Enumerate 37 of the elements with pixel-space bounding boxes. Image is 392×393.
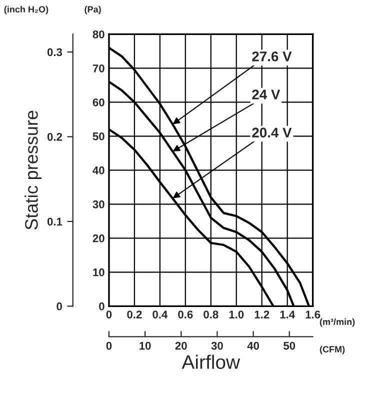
x-tick-label: 0.6 bbox=[178, 310, 193, 318]
y-tick-label: 50 bbox=[92, 132, 104, 140]
x-tick-label: 1.6 bbox=[306, 310, 320, 318]
x-tick-label: 1.4 bbox=[280, 310, 295, 318]
annotation: 24 V bbox=[252, 90, 280, 100]
x2-tick-label: 20 bbox=[175, 342, 187, 350]
y-tick-label: 0 bbox=[99, 302, 104, 310]
x-tick-label: 1.0 bbox=[229, 310, 244, 318]
x2-tick-label: 30 bbox=[211, 342, 223, 350]
y-tick-label: 80 bbox=[92, 30, 104, 38]
text: (CFM) bbox=[320, 346, 345, 354]
y2-tick-label: 0.1 bbox=[47, 218, 62, 226]
x-tick-label: 0.8 bbox=[204, 310, 218, 318]
x-tick-label: 0 bbox=[106, 310, 112, 318]
x-axis-title: Airflow bbox=[182, 354, 240, 369]
x-tick-label: 1.2 bbox=[254, 310, 270, 318]
y2-axis-title: Static pressure bbox=[24, 110, 42, 230]
y-tick-label: 40 bbox=[92, 166, 104, 174]
x-tick-label: 0.4 bbox=[152, 310, 168, 318]
y2-tick-label: 0.2 bbox=[47, 132, 62, 141]
y2-tick-label: 0.3 bbox=[47, 48, 62, 56]
text: (Pa) bbox=[84, 6, 101, 14]
x-tick-label: 0.2 bbox=[127, 310, 142, 318]
y2-tick-label: 0 bbox=[56, 302, 62, 310]
annotation: 27.6 V bbox=[252, 52, 292, 62]
y-tick-label: 60 bbox=[92, 98, 104, 106]
x2-tick-label: 40 bbox=[247, 342, 260, 350]
x2-tick-label: 0 bbox=[106, 342, 112, 350]
y-tick-label: 10 bbox=[93, 268, 104, 276]
x2-tick-label: 50 bbox=[284, 342, 296, 350]
y-tick-label: 70 bbox=[92, 64, 104, 72]
annotation: 20.4 V bbox=[252, 128, 292, 138]
text: (m³/min) bbox=[320, 318, 355, 327]
y-tick-label: 30 bbox=[92, 200, 104, 208]
y-tick-label: 20 bbox=[92, 234, 104, 242]
x2-tick-label: 10 bbox=[140, 342, 151, 350]
text: (inch H₂O) bbox=[4, 6, 48, 14]
